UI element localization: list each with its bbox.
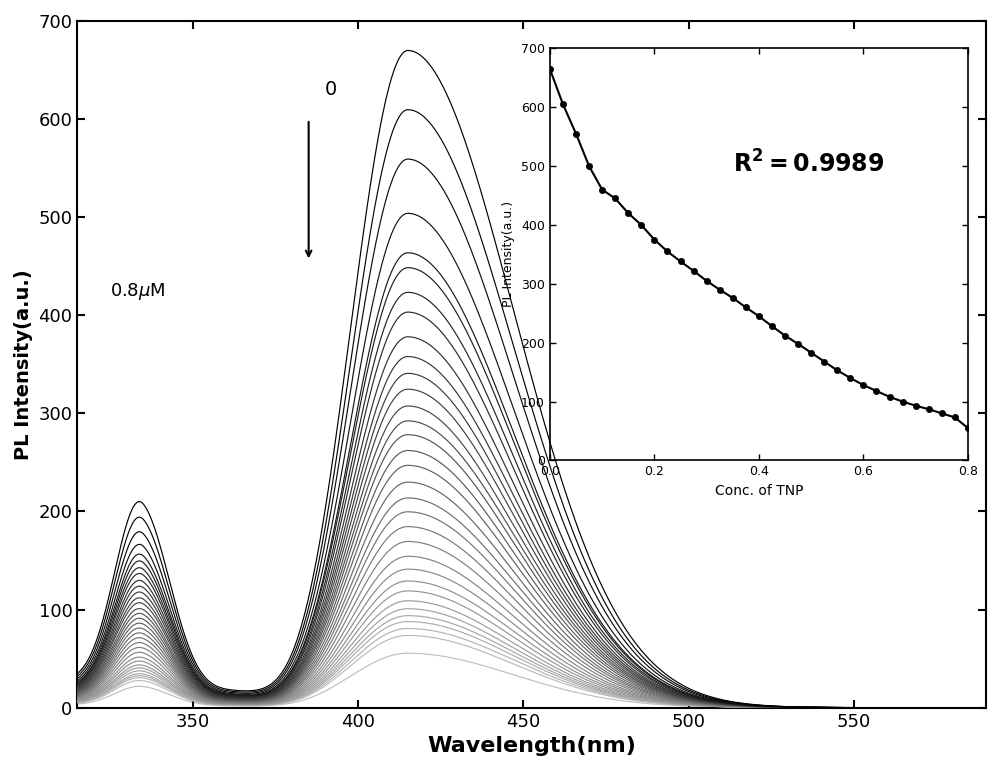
X-axis label: Wavelength(nm): Wavelength(nm)	[427, 736, 636, 756]
Text: 0: 0	[325, 80, 337, 99]
Text: 0.8$\mu$M: 0.8$\mu$M	[110, 281, 166, 302]
Y-axis label: PL Intensity(a.u.): PL Intensity(a.u.)	[14, 269, 33, 460]
